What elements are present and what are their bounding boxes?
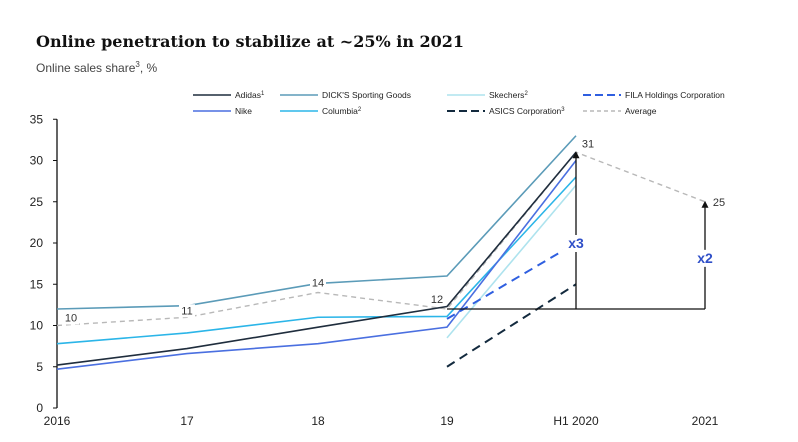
- legend-label-average: Average: [625, 106, 657, 116]
- y-tick-label: 30: [30, 154, 44, 168]
- series-lines: [56, 135, 706, 371]
- series-line-average: [56, 151, 706, 327]
- legend-label-columbia: Columbia2: [322, 106, 362, 116]
- x-axis: 2016 17 18 19 H1 2020 2021: [44, 414, 719, 428]
- legend-label-skechers: Skechers2: [489, 90, 528, 100]
- multiplier-bg: [563, 235, 589, 252]
- y-tick-label: 20: [30, 236, 44, 250]
- series-line-columbia: [56, 176, 577, 345]
- legend-label-adidas: Adidas1: [235, 90, 265, 100]
- multiplier-bg: [692, 249, 718, 267]
- chart-subtitle: Online sales share3, %: [36, 60, 157, 75]
- growth-multiplier-label: x3: [568, 235, 584, 251]
- legend: Adidas1 Nike DICK'S Sporting Goods Columbia…: [193, 90, 725, 116]
- legend-footnote: 1: [261, 91, 265, 97]
- legend-label-nike: Nike: [235, 106, 252, 116]
- data-label-average: 11: [181, 305, 192, 317]
- y-tick-label: 25: [30, 195, 44, 209]
- x-tick-label: 17: [180, 414, 194, 428]
- data-label-bg: [429, 293, 445, 306]
- data-label-bg: [580, 137, 596, 151]
- x-tick-label: 2016: [44, 414, 71, 428]
- legend-footnote: 2: [524, 91, 528, 97]
- y-axis: 0 5 10 15 20 25 30 35: [30, 112, 58, 415]
- annotations: 10 11 14 12 31 25 x3 x2: [63, 137, 727, 325]
- subtitle-text: Online sales share: [36, 61, 136, 75]
- data-label-average: 31: [582, 138, 594, 150]
- data-label-bg: [310, 276, 326, 290]
- x-tick-label: 18: [311, 414, 325, 428]
- x-tick-label: H1 2020: [553, 414, 599, 428]
- series-line-nike: [56, 160, 577, 371]
- x-tick-label: 2021: [692, 414, 719, 428]
- chart-title: Online penetration to stabilize at ~25% …: [36, 32, 465, 51]
- subtitle-unit: , %: [139, 61, 158, 75]
- y-tick-label: 0: [36, 401, 43, 415]
- legend-label-asics: ASICS Corporation3: [489, 106, 565, 116]
- series-line-skechers: [446, 184, 577, 339]
- data-label-bg: [179, 304, 195, 318]
- series-line-adidas: [56, 151, 577, 366]
- subtitle-footnote: 3: [135, 60, 140, 69]
- data-label-average: 12: [431, 294, 443, 306]
- legend-label-fila: FILA Holdings Corporation: [625, 90, 725, 100]
- arrow-head-icon: [572, 151, 580, 159]
- legend-label-dicks: DICK'S Sporting Goods: [322, 90, 411, 100]
- series-line-fila: [446, 242, 577, 320]
- x-tick-label: 19: [440, 414, 454, 428]
- series-line-asics: [446, 283, 577, 368]
- data-label-average: 25: [713, 197, 725, 209]
- y-tick-label: 15: [30, 277, 44, 291]
- data-label-bg: [711, 195, 727, 209]
- y-tick-label: 10: [30, 319, 44, 333]
- data-label-average: 10: [65, 313, 77, 325]
- y-tick-label: 35: [30, 112, 44, 126]
- data-label-average: 14: [312, 278, 324, 290]
- data-label-bg: [63, 311, 79, 325]
- arrow-head-icon: [701, 200, 709, 208]
- legend-footnote: 3: [561, 107, 565, 113]
- y-tick-label: 5: [36, 360, 43, 374]
- legend-footnote: 2: [358, 107, 362, 113]
- growth-multiplier-label: x2: [697, 250, 713, 266]
